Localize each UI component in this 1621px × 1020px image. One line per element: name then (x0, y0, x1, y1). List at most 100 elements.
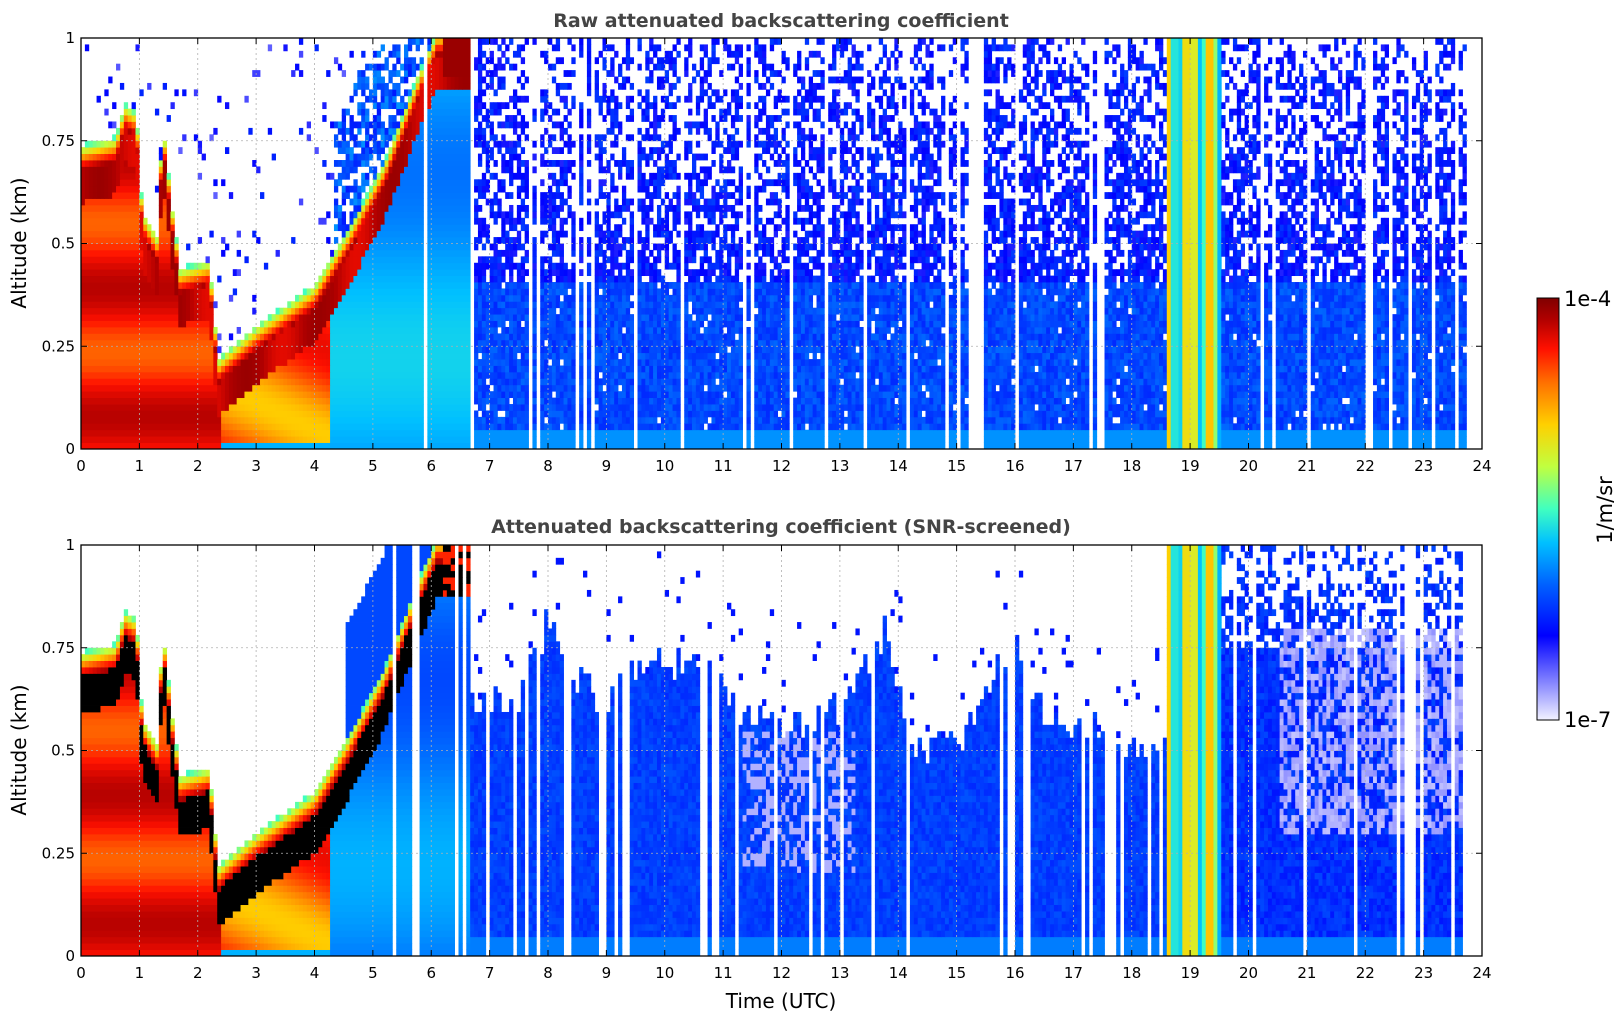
heatmap-cell (477, 378, 483, 386)
heatmap-cell (1077, 365, 1082, 373)
heatmap-cell (921, 339, 926, 347)
heatmap-cell (1256, 359, 1261, 366)
heatmap-cell (1423, 352, 1428, 360)
heatmap-cell (1081, 359, 1086, 366)
heatmap-cell (832, 339, 837, 347)
heatmap-cell (1291, 371, 1296, 379)
heatmap-cell (664, 352, 670, 360)
heatmap-cell (1373, 352, 1378, 360)
heatmap-cell (1279, 333, 1284, 341)
heatmap-cell (1322, 371, 1327, 379)
heatmap-cell (1081, 314, 1086, 321)
heatmap-cell (232, 371, 238, 379)
heatmap-cell (1439, 326, 1444, 334)
heatmap-cell (1232, 391, 1238, 399)
heatmap-cell (1135, 326, 1140, 334)
heatmap-cell (1046, 410, 1051, 418)
heatmap-cell (695, 416, 701, 424)
heatmap-cell (1267, 384, 1273, 392)
heatmap-cell (322, 378, 327, 386)
heatmap-cell (1295, 320, 1300, 328)
heatmap-cell (1435, 326, 1440, 334)
heatmap-cell (1104, 436, 1168, 443)
heatmap-cell (762, 397, 767, 405)
heatmap-cell (999, 339, 1004, 347)
heatmap-cell (555, 359, 561, 366)
heatmap-cell (505, 404, 510, 411)
heatmap-cell (201, 301, 206, 309)
heatmap-cell (820, 397, 825, 405)
heatmap-cell (540, 326, 545, 334)
heatmap-cell (244, 391, 249, 399)
heatmap-cell (1131, 416, 1137, 424)
heatmap-cell (812, 346, 817, 354)
heatmap-cell (839, 371, 845, 379)
heatmap-cell (1147, 314, 1152, 321)
heatmap-cell (839, 301, 845, 309)
heatmap-cell (267, 423, 273, 431)
heatmap-cell (559, 397, 564, 405)
heatmap-cell (1291, 301, 1296, 309)
heatmap-cell (1411, 429, 1432, 437)
heatmap-cell (1299, 404, 1304, 411)
heatmap-cell (933, 326, 938, 334)
heatmap-cell (688, 326, 693, 334)
heatmap-cell (999, 307, 1004, 315)
heatmap-cell (524, 397, 529, 405)
heatmap-cell (621, 333, 627, 341)
heatmap-cell (1267, 320, 1273, 328)
heatmap-cell (318, 359, 323, 366)
heatmap-cell (1443, 423, 1448, 431)
heatmap-cell (271, 339, 276, 347)
heatmap-cell (769, 416, 775, 424)
heatmap-cell (948, 378, 954, 386)
heatmap-cell (1053, 423, 1059, 431)
heatmap-cell (1349, 365, 1354, 373)
heatmap-cell (929, 397, 934, 405)
heatmap-cell (1104, 365, 1109, 373)
heatmap-cell (684, 352, 689, 360)
heatmap-cell (1299, 352, 1304, 360)
heatmap-cell (1077, 314, 1082, 321)
heatmap-cell (672, 301, 677, 309)
heatmap-cell (1135, 333, 1140, 341)
heatmap-cell (1205, 352, 1214, 360)
heatmap-cell (886, 314, 891, 321)
heatmap-cell (559, 416, 564, 424)
heatmap-cell (1446, 410, 1452, 418)
heatmap-cell (765, 339, 771, 347)
heatmap-cell (886, 410, 891, 418)
heatmap-cell (306, 365, 312, 373)
heatmap-cell (295, 397, 300, 405)
heatmap-cell (711, 384, 716, 392)
heatmap-cell (909, 307, 915, 315)
heatmap-cell (656, 391, 662, 399)
heatmap-cell (828, 333, 833, 341)
heatmap-cell (1182, 384, 1191, 392)
heatmap-cell (1427, 371, 1432, 379)
heatmap-cell (894, 326, 899, 334)
heatmap-cell (1143, 423, 1148, 431)
heatmap-cell (1092, 314, 1098, 321)
heatmap-cell (1357, 320, 1362, 328)
heatmap-cell (563, 326, 568, 334)
heatmap-cell (777, 307, 782, 315)
heatmap-cell (1384, 397, 1389, 405)
heatmap-cell (964, 378, 969, 386)
heatmap-cell (497, 352, 502, 360)
heatmap-cell (1376, 365, 1382, 373)
heatmap-cell (598, 378, 603, 386)
heatmap-cell (610, 384, 615, 392)
heatmap-cell (773, 365, 779, 373)
heatmap-cell (1069, 384, 1074, 392)
heatmap-cell (894, 371, 899, 379)
heatmap-cell (1283, 371, 1288, 379)
heatmap-cell (793, 307, 798, 315)
heatmap-cell (1182, 326, 1191, 334)
heatmap-cell (1419, 404, 1425, 411)
heatmap-cell (1283, 307, 1288, 315)
heatmap-cell (567, 371, 572, 379)
heatmap-cell (1022, 365, 1028, 373)
heatmap-cell (532, 429, 537, 437)
heatmap-cell (1373, 391, 1378, 399)
